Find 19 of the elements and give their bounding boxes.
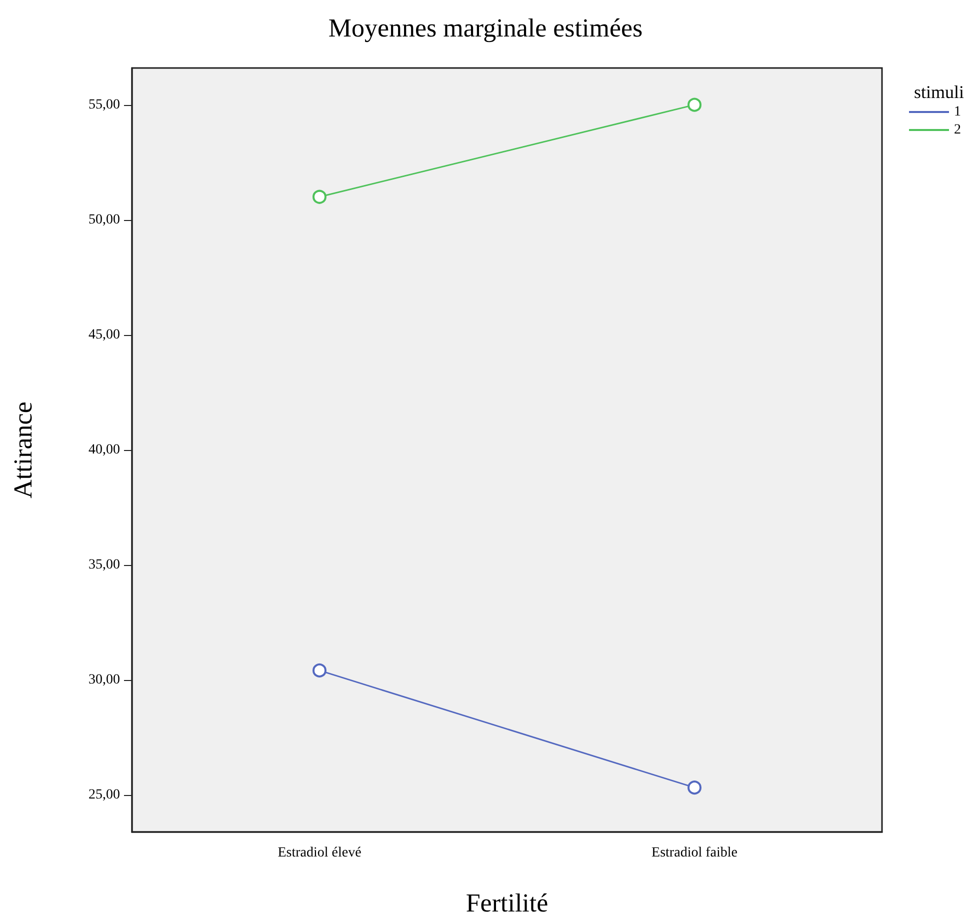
y-axis-title: Attirance bbox=[8, 402, 38, 498]
point bbox=[688, 98, 702, 112]
y-tick-label: 40,00 bbox=[88, 442, 120, 458]
x-tick-label: Estradiol élevé bbox=[278, 846, 362, 860]
x-axis-title: Fertilité bbox=[466, 888, 548, 918]
y-tick-label: 50,00 bbox=[88, 212, 120, 228]
y-tick-label: 35,00 bbox=[88, 558, 120, 573]
y-tick-label: 25,00 bbox=[88, 788, 120, 803]
legend-label: 2 bbox=[954, 122, 961, 138]
chart-title: Moyennes marginale estimées bbox=[328, 14, 643, 42]
point bbox=[312, 190, 326, 204]
legend-label: 1 bbox=[954, 104, 961, 120]
y-tick-label: 30,00 bbox=[88, 672, 120, 688]
legend-title: stimuli bbox=[914, 82, 964, 102]
point bbox=[312, 663, 326, 678]
y-tick-label: 55,00 bbox=[88, 97, 120, 112]
x-tick-label: Estradiol faible bbox=[652, 846, 738, 860]
y-tick-label: 45,00 bbox=[88, 327, 120, 342]
point bbox=[688, 780, 702, 795]
